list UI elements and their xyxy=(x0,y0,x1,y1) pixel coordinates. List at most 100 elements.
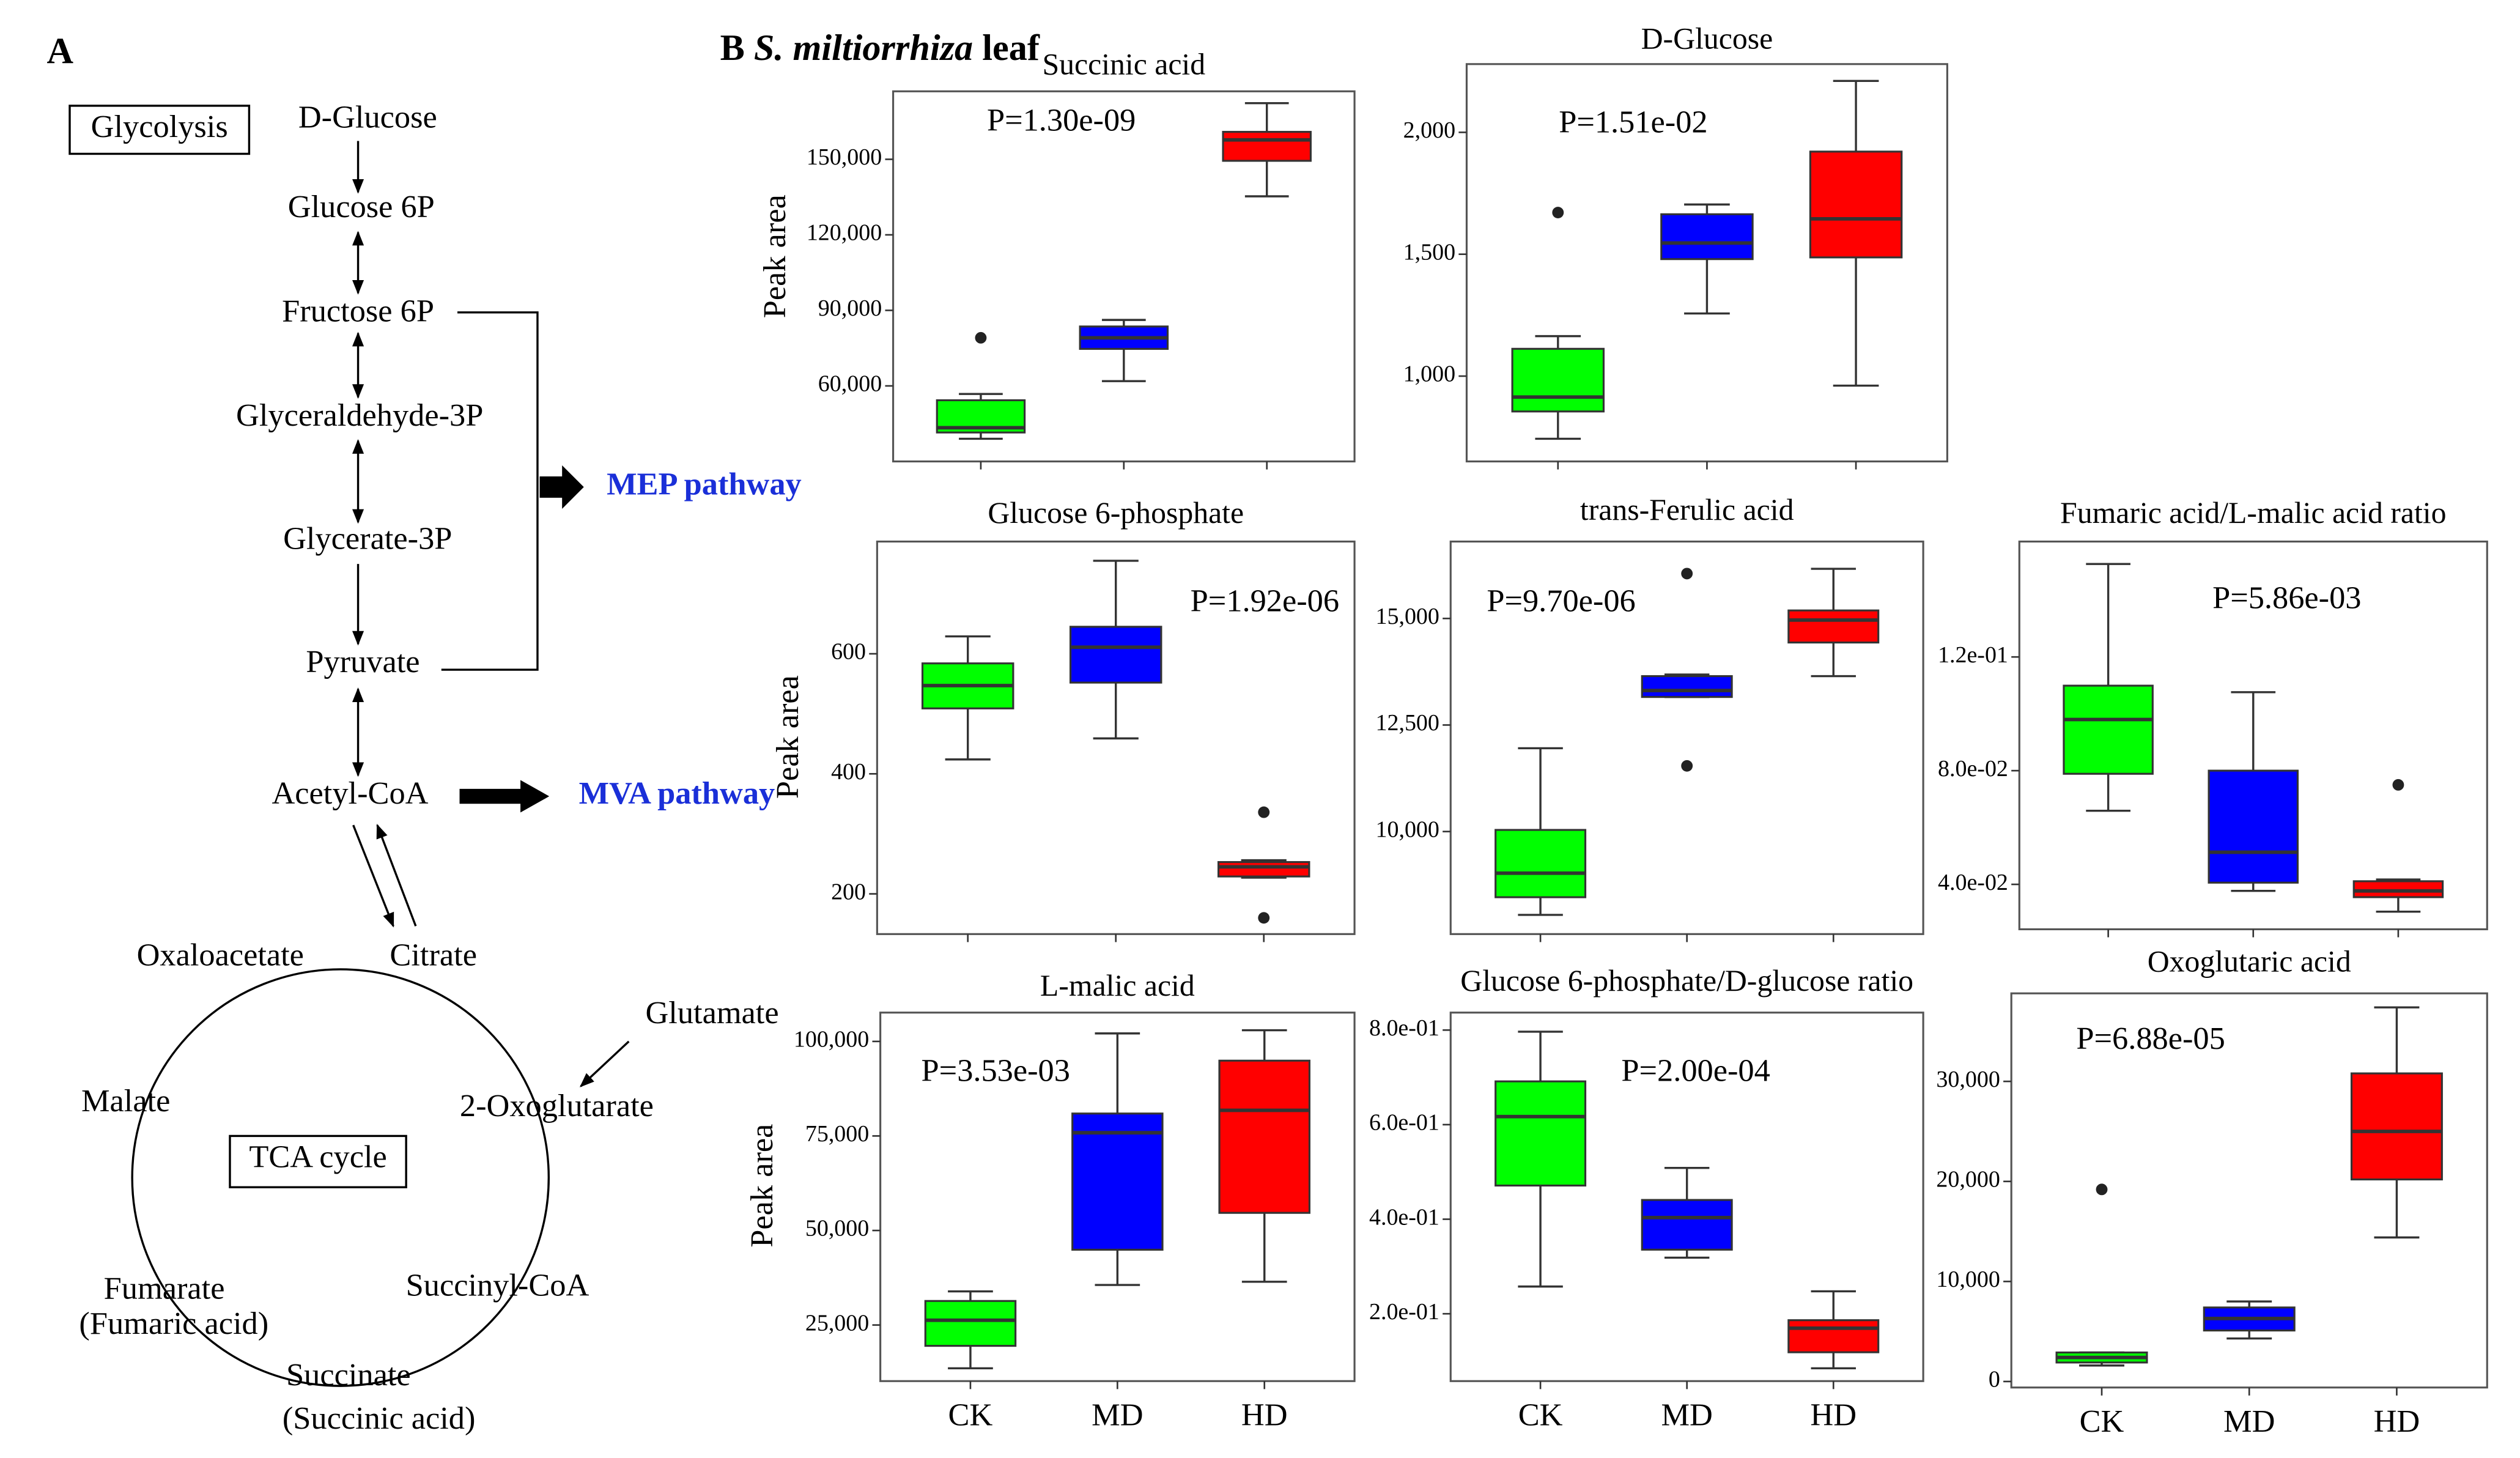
box xyxy=(1222,131,1312,162)
y-tick-label: 4.0e-01 xyxy=(1369,1204,1439,1230)
y-axis-label: Peak area xyxy=(744,1124,780,1248)
tca-circle xyxy=(131,968,550,1387)
box xyxy=(1787,609,1880,644)
p-value: P=3.53e-03 xyxy=(922,1053,1070,1088)
box-chart: L-malic acid P=3.53e-03 Peak area 25,000 50,… xyxy=(744,969,1356,1433)
box xyxy=(1809,150,1903,259)
tca-box xyxy=(229,1134,407,1188)
label: MVA pathway xyxy=(579,775,775,811)
y-tick-label: 2,000 xyxy=(1403,117,1455,143)
y-tick-label: 2.0e-01 xyxy=(1369,1299,1439,1325)
y-tick-label: 120,000 xyxy=(807,220,882,246)
node-label: Succinyl-CoA xyxy=(406,1267,589,1303)
x-tick-label: CK xyxy=(1518,1397,1563,1433)
y-tick-label: 10,000 xyxy=(1375,816,1439,842)
bracket xyxy=(441,311,539,671)
node-label: Acetyl-CoA xyxy=(272,775,428,811)
box xyxy=(1787,1319,1880,1353)
chart-title: L-malic acid xyxy=(1040,969,1195,1002)
pathway-diagram xyxy=(68,105,630,1387)
node-label: Fumarate xyxy=(104,1271,225,1306)
x-tick-label: HD xyxy=(1810,1397,1857,1433)
y-tick-label: 100,000 xyxy=(794,1027,869,1053)
p-value: P=9.70e-06 xyxy=(1487,583,1635,619)
box xyxy=(1495,829,1587,898)
x-tick-label: MD xyxy=(1661,1397,1712,1433)
outlier xyxy=(975,331,987,344)
outlier xyxy=(1681,760,1693,772)
box-chart: Oxoglutaric acid P=6.88e-05 0 10,000 20,000 3… xyxy=(1936,945,2488,1439)
y-tick-label: 15,000 xyxy=(1375,604,1439,629)
node-label: Fructose 6P xyxy=(282,293,434,328)
node-label: 2-Oxoglutarate xyxy=(460,1088,654,1123)
box xyxy=(2350,1072,2443,1181)
x-tick-label: CK xyxy=(948,1397,993,1433)
label: TCA cycle xyxy=(249,1139,386,1175)
y-tick-label: 50,000 xyxy=(805,1216,869,1242)
box xyxy=(2208,769,2299,884)
y-tick-label: 4.0e-02 xyxy=(1938,870,2008,895)
y-tick-label: 400 xyxy=(831,759,866,785)
chart-title: trans-Ferulic acid xyxy=(1580,493,1794,527)
arrow xyxy=(352,824,394,928)
big-arrow xyxy=(459,780,550,813)
box-chart: Fumaric acid/L-malic acid ratio P=5.86e-0… xyxy=(1938,496,2488,938)
y-tick-label: 90,000 xyxy=(818,295,882,321)
chart-title: Succinic acid xyxy=(1042,47,1205,81)
chart-title: Oxoglutaric acid xyxy=(2148,945,2351,979)
chart-title: Fumaric acid/L-malic acid ratio xyxy=(2060,496,2446,530)
y-tick-label: 30,000 xyxy=(1936,1067,2000,1092)
box xyxy=(1641,1199,1733,1251)
box-chart: Glucose 6-phosphate P=1.92e-06 Peak area 20… xyxy=(770,496,1356,942)
y-tick-label: 25,000 xyxy=(805,1310,869,1336)
box-chart: Glucose 6-phosphate/D-glucose ratio P=2.0… xyxy=(1369,964,1924,1433)
node-label: Pyruvate xyxy=(306,644,419,679)
box xyxy=(1641,675,1733,698)
outlier xyxy=(2096,1183,2108,1196)
y-tick-label: 8.0e-01 xyxy=(1369,1015,1439,1041)
y-tick-label: 75,000 xyxy=(805,1121,869,1147)
y-axis-label: Peak area xyxy=(757,194,793,318)
box xyxy=(1069,626,1162,684)
panel-label: B S. miltiorrhiza leaf xyxy=(720,28,1040,68)
big-arrow xyxy=(539,465,584,509)
y-tick-label: 200 xyxy=(831,879,866,905)
glycolysis-box xyxy=(68,105,251,155)
y-tick-label: 150,000 xyxy=(807,144,882,170)
node-label: (Fumaric acid) xyxy=(79,1306,268,1341)
label: Glycolysis xyxy=(91,109,228,144)
outlier xyxy=(1681,568,1693,580)
arrow xyxy=(579,1040,630,1087)
tissue: leaf xyxy=(982,28,1040,68)
outlier xyxy=(1258,912,1270,924)
box xyxy=(924,1300,1017,1347)
box xyxy=(1217,860,1310,878)
box xyxy=(1660,213,1754,261)
box-chart: trans-Ferulic acid P=9.70e-06 10,000 12,500… xyxy=(1375,493,1924,942)
p-value: P=1.92e-06 xyxy=(1191,583,1339,619)
node-label: Malate xyxy=(81,1083,170,1119)
label: MEP pathway xyxy=(607,466,802,501)
p-value: P=1.51e-02 xyxy=(1559,104,1707,139)
x-tick-label: MD xyxy=(2223,1404,2275,1439)
x-tick-label: MD xyxy=(1092,1397,1143,1433)
box xyxy=(1511,347,1605,413)
species: S. miltiorrhiza xyxy=(754,28,973,68)
y-tick-label: 10,000 xyxy=(1936,1267,2000,1292)
node-label: Succinate xyxy=(286,1357,411,1393)
y-axis-label: Peak area xyxy=(770,675,805,799)
diagram-labels: A Glycolysis TCA cycle MEP pathway MVA p… xyxy=(47,28,1040,1175)
chart-title: Glucose 6-phosphate xyxy=(988,496,1244,530)
box xyxy=(2063,684,2154,775)
y-tick-label: 1.2e-01 xyxy=(1938,642,2008,668)
chart-title: D-Glucose xyxy=(1641,22,1773,56)
p-value: P=1.30e-09 xyxy=(987,103,1136,138)
node-label: Glutamate xyxy=(645,995,778,1031)
node-label: Citrate xyxy=(390,938,477,973)
p-value: P=6.88e-05 xyxy=(2076,1021,2225,1056)
node-label: Glycerate-3P xyxy=(283,521,452,557)
box xyxy=(1071,1112,1164,1251)
y-tick-label: 60,000 xyxy=(818,371,882,397)
x-tick-label: CK xyxy=(2080,1404,2124,1439)
